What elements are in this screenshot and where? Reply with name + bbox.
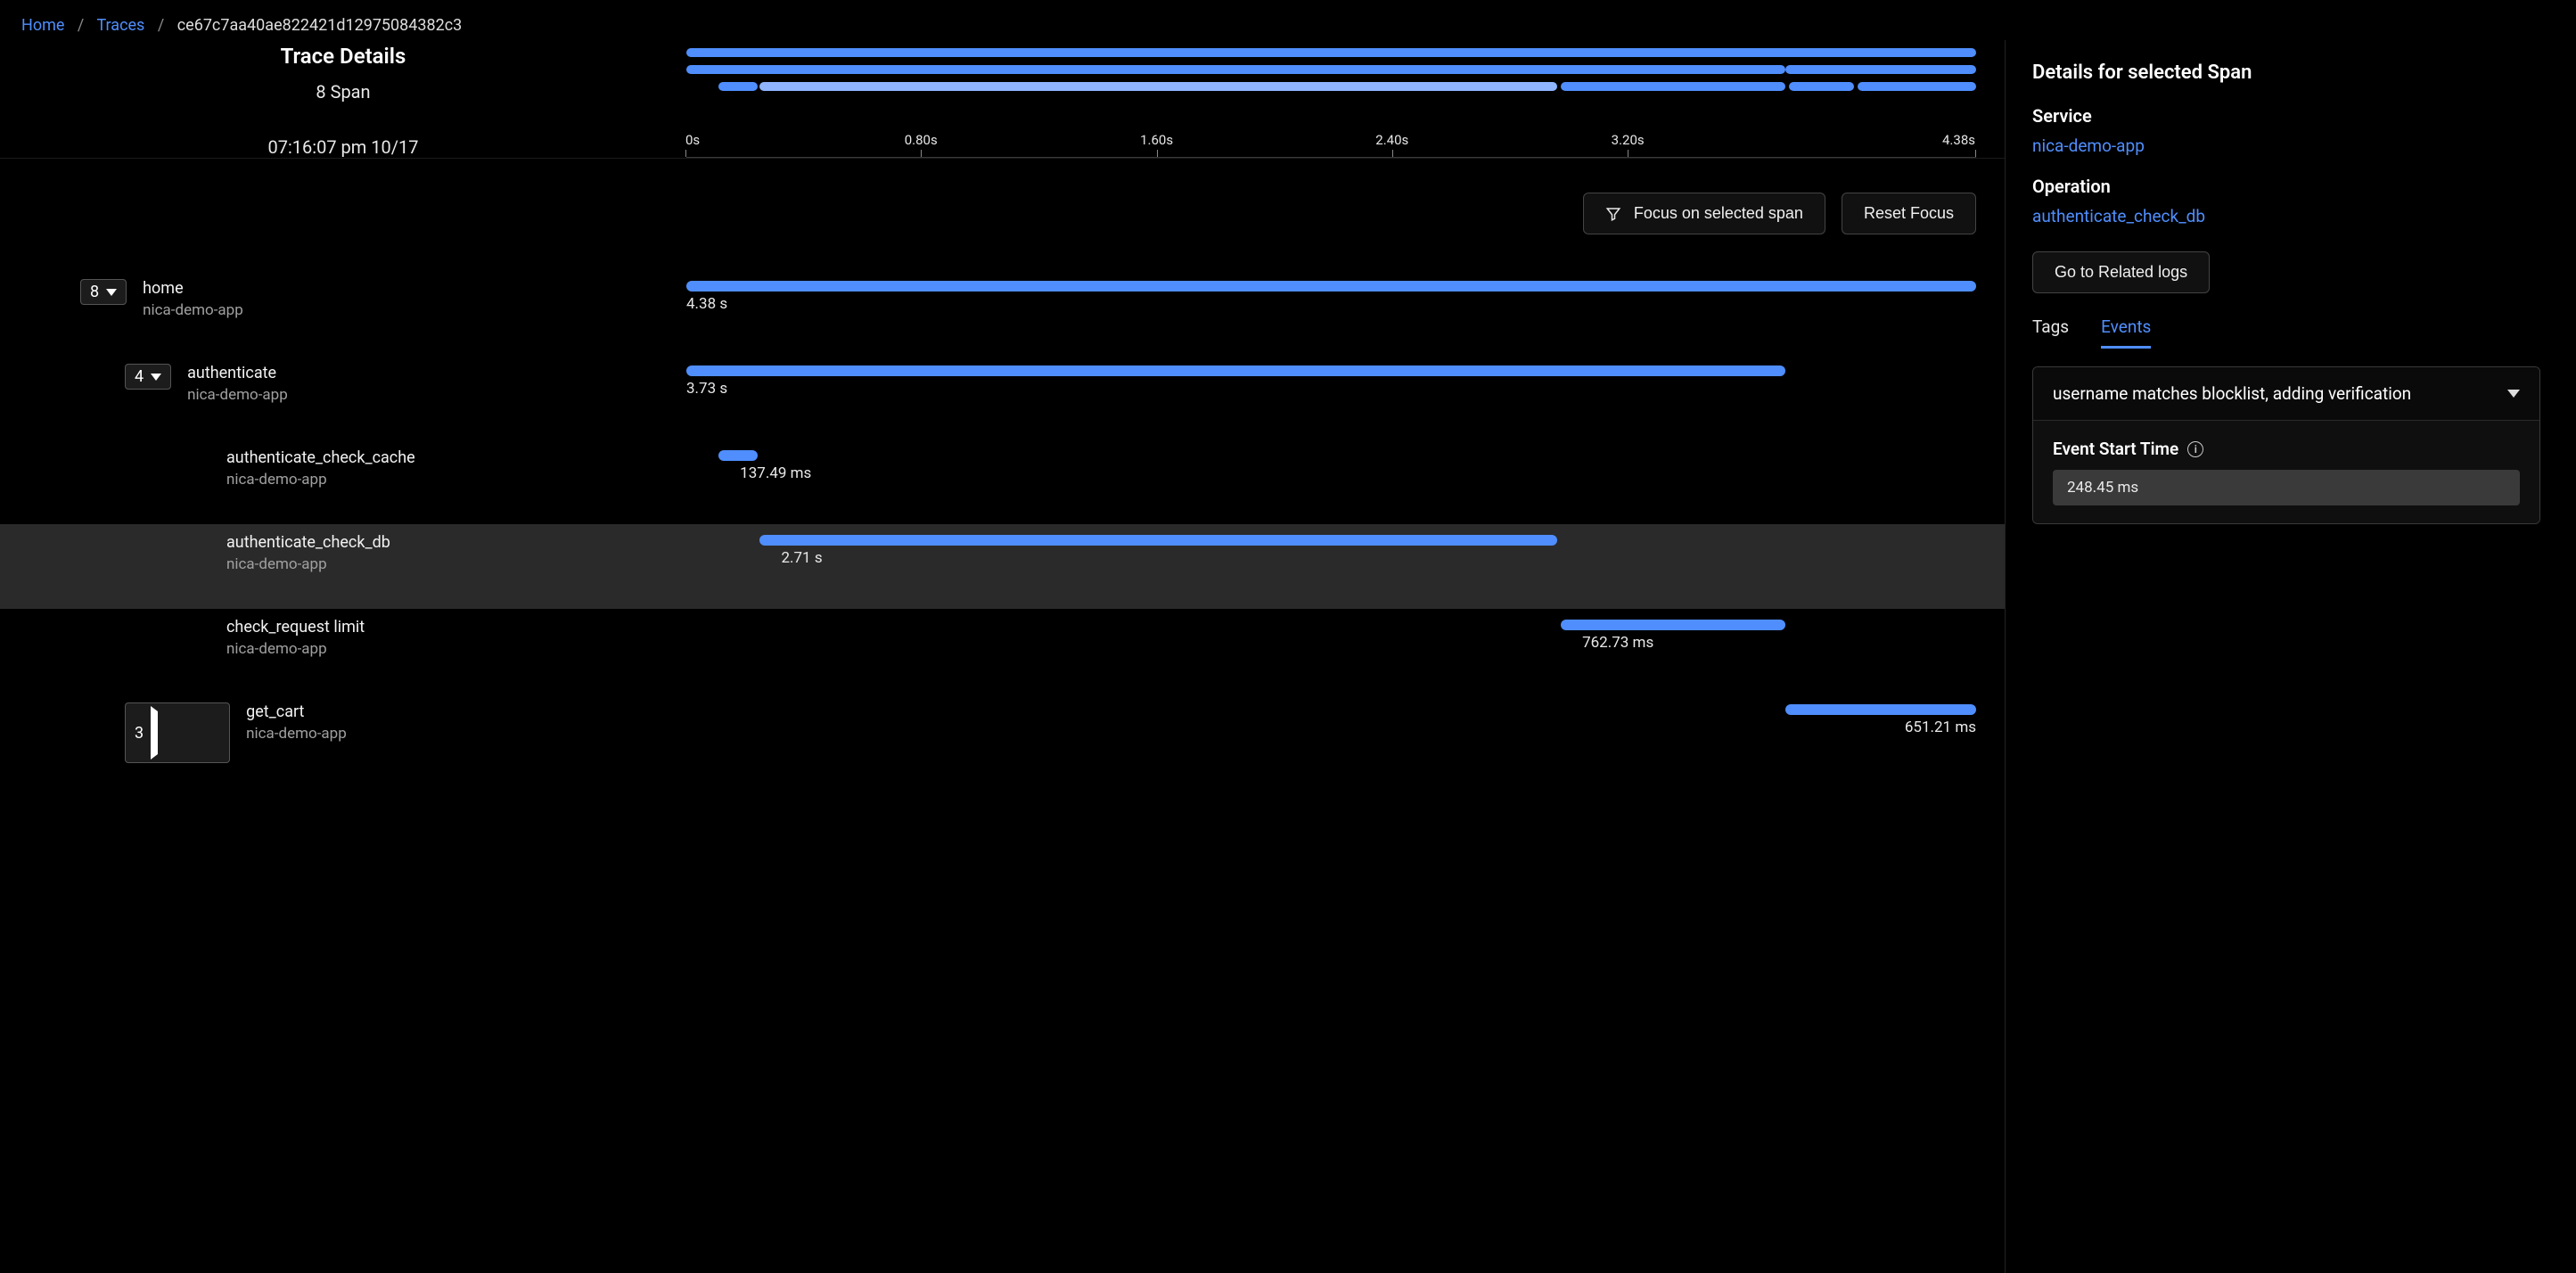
minimap-bar bbox=[718, 82, 757, 91]
tick-label: 4.38s bbox=[1942, 132, 1975, 148]
span-bar[interactable] bbox=[686, 365, 1785, 376]
span-count-chip[interactable]: 4 bbox=[125, 364, 171, 390]
span-bar[interactable] bbox=[718, 450, 757, 461]
event-start-label: Event Start Time bbox=[2053, 439, 2178, 459]
reset-focus-button[interactable]: Reset Focus bbox=[1842, 193, 1976, 234]
span-service: nica-demo-app bbox=[226, 555, 390, 573]
span-service: nica-demo-app bbox=[187, 386, 288, 404]
reset-focus-label: Reset Focus bbox=[1864, 204, 1954, 223]
breadcrumb-trace-id: ce67c7aa40ae822421d12975084382c3 bbox=[177, 16, 463, 35]
tick-label: 0.80s bbox=[905, 132, 938, 148]
operation-link[interactable]: authenticate_check_db bbox=[2032, 206, 2205, 226]
details-title: Details for selected Span bbox=[2032, 62, 2540, 84]
span-bar[interactable] bbox=[759, 535, 1556, 546]
tick-label: 1.60s bbox=[1140, 132, 1173, 148]
service-link[interactable]: nica-demo-app bbox=[2032, 136, 2145, 156]
span-operation: home bbox=[143, 279, 243, 298]
span-operation: authenticate_check_cache bbox=[226, 448, 415, 467]
breadcrumb-traces[interactable]: Traces bbox=[96, 16, 144, 35]
chevron-down-icon bbox=[2507, 390, 2520, 398]
span-row[interactable]: authenticate_check_cache nica-demo-app 137… bbox=[0, 439, 2005, 524]
tab-tags[interactable]: Tags bbox=[2032, 316, 2069, 349]
span-duration: 2.71 s bbox=[781, 549, 822, 567]
tick-label: 3.20s bbox=[1612, 132, 1645, 148]
span-row[interactable]: authenticate_check_db nica-demo-app 2.71 s bbox=[0, 524, 2005, 609]
span-row[interactable]: 3 get_cart nica-demo-app 651.21 ms bbox=[0, 694, 2005, 777]
minimap-bar bbox=[686, 65, 1785, 74]
span-rows: 8 home nica-demo-app 4.38 s 4 authenticate nic… bbox=[0, 270, 2005, 777]
span-count: 8 Span bbox=[0, 81, 686, 103]
minimap-bar bbox=[1785, 65, 1976, 74]
focus-span-button[interactable]: Focus on selected span bbox=[1583, 193, 1825, 234]
filter-icon bbox=[1605, 206, 1621, 222]
span-operation: authenticate bbox=[187, 364, 288, 382]
span-service: nica-demo-app bbox=[246, 725, 347, 743]
minimap-bar bbox=[1789, 82, 1853, 91]
details-panel: Details for selected Span Service nica-d… bbox=[2006, 40, 2576, 1273]
related-logs-label: Go to Related logs bbox=[2055, 263, 2187, 282]
span-count-chip[interactable]: 3 bbox=[125, 702, 230, 763]
breadcrumb-home[interactable]: Home bbox=[21, 16, 64, 35]
span-duration: 762.73 ms bbox=[1582, 634, 1653, 652]
event-card: username matches blocklist, adding verif… bbox=[2032, 366, 2540, 524]
span-row[interactable]: 8 home nica-demo-app 4.38 s bbox=[0, 270, 2005, 355]
minimap-bar bbox=[686, 48, 1976, 57]
minimap-bar bbox=[759, 82, 1556, 91]
tick-label: 2.40s bbox=[1375, 132, 1408, 148]
span-row[interactable]: check_request limit nica-demo-app 762.73 m… bbox=[0, 609, 2005, 694]
focus-span-label: Focus on selected span bbox=[1634, 204, 1803, 223]
event-header[interactable]: username matches blocklist, adding verif… bbox=[2033, 367, 2539, 420]
span-operation: get_cart bbox=[246, 702, 347, 721]
trace-timestamp: 07:16:07 pm 10/17 bbox=[0, 136, 686, 158]
span-duration: 137.49 ms bbox=[740, 464, 811, 482]
span-operation: authenticate_check_db bbox=[226, 533, 390, 552]
minimap[interactable] bbox=[686, 40, 1976, 96]
span-count-chip[interactable]: 8 bbox=[80, 279, 127, 305]
span-bar[interactable] bbox=[686, 281, 1976, 292]
span-duration: 651.21 ms bbox=[1905, 719, 1976, 736]
service-label: Service bbox=[2032, 105, 2540, 127]
event-start-value: 248.45 ms bbox=[2053, 470, 2520, 505]
time-axis: 0s 0.80s 1.60s 2.40s 3.20s 4.38s bbox=[686, 127, 1976, 158]
caret-right-icon bbox=[151, 706, 220, 760]
related-logs-button[interactable]: Go to Related logs bbox=[2032, 251, 2210, 293]
breadcrumb: Home / Traces / ce67c7aa40ae822421d12975… bbox=[0, 0, 2576, 40]
span-duration: 4.38 s bbox=[686, 295, 727, 313]
chip-count: 8 bbox=[90, 283, 99, 301]
chip-count: 3 bbox=[135, 724, 144, 743]
details-tabs: Tags Events bbox=[2032, 316, 2540, 349]
span-operation: check_request limit bbox=[226, 618, 365, 636]
span-service: nica-demo-app bbox=[143, 301, 243, 319]
chip-count: 4 bbox=[135, 367, 144, 386]
event-title: username matches blocklist, adding verif… bbox=[2053, 383, 2491, 404]
caret-down-icon bbox=[106, 289, 117, 296]
minimap-bar bbox=[1858, 82, 1976, 91]
span-duration: 3.73 s bbox=[686, 380, 727, 398]
tick-label: 0s bbox=[685, 132, 700, 148]
span-row[interactable]: 4 authenticate nica-demo-app 3.73 s bbox=[0, 355, 2005, 439]
operation-label: Operation bbox=[2032, 176, 2540, 197]
span-service: nica-demo-app bbox=[226, 640, 365, 658]
span-service: nica-demo-app bbox=[226, 471, 415, 489]
caret-down-icon bbox=[151, 374, 161, 381]
breadcrumb-sep: / bbox=[158, 16, 164, 35]
span-bar[interactable] bbox=[1785, 704, 1976, 715]
span-bar[interactable] bbox=[1561, 620, 1785, 630]
breadcrumb-sep: / bbox=[78, 16, 84, 35]
info-icon[interactable]: i bbox=[2187, 441, 2203, 457]
minimap-bar bbox=[1561, 82, 1785, 91]
page-title: Trace Details bbox=[0, 44, 686, 69]
tab-events[interactable]: Events bbox=[2101, 316, 2151, 349]
